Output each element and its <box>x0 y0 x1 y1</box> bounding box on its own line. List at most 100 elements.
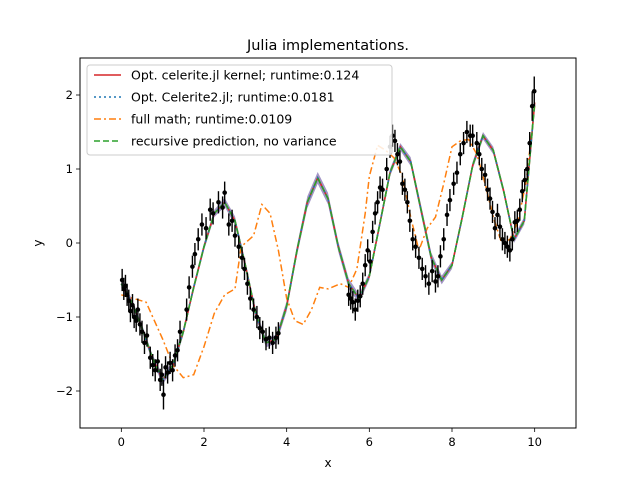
observation-point <box>135 307 141 312</box>
observation-point <box>507 248 513 253</box>
observation-point <box>426 281 432 287</box>
observation-point <box>155 359 161 364</box>
observation-point <box>131 314 137 320</box>
observation-point <box>485 187 490 193</box>
observation-point <box>348 296 354 301</box>
observation-point <box>479 166 485 172</box>
legend-label: recursive prediction, no variance <box>131 134 337 149</box>
observation-point <box>400 181 405 187</box>
observation-point <box>137 322 143 327</box>
chart-title: Julia implementations. <box>246 38 409 54</box>
observation-point <box>365 248 370 253</box>
y-tick-label: 0 <box>66 236 73 250</box>
observation-point <box>360 281 366 287</box>
x-tick-label: 0 <box>118 435 125 449</box>
observation-point <box>352 307 358 312</box>
observation-point <box>470 133 475 138</box>
observation-point <box>152 367 158 373</box>
y-tick-label: −2 <box>56 384 73 398</box>
observation-point <box>242 266 247 272</box>
x-tick-label: 2 <box>200 435 207 449</box>
observation-point <box>239 255 245 261</box>
observation-point <box>232 233 238 238</box>
observation-point <box>226 222 232 227</box>
observation-point <box>370 229 375 235</box>
observation-point <box>392 138 398 144</box>
observation-point <box>367 259 373 264</box>
observation-point <box>413 244 418 249</box>
observation-point <box>195 237 201 242</box>
observation-point <box>441 237 447 242</box>
observation-point <box>247 296 253 301</box>
observation-point <box>144 333 150 338</box>
observation-point <box>529 103 535 109</box>
observation-point <box>405 200 410 205</box>
observation-point <box>267 335 272 341</box>
observation-point <box>482 172 488 178</box>
y-tick-label: 2 <box>66 88 73 102</box>
observation-point <box>447 197 453 203</box>
x-tick-label: 8 <box>448 435 455 449</box>
observation-point <box>203 225 209 231</box>
observation-point <box>159 372 165 378</box>
observation-point <box>395 151 400 157</box>
observation-point <box>245 281 250 287</box>
observation-point <box>407 218 413 224</box>
observation-point <box>433 279 438 284</box>
observation-point <box>210 211 216 216</box>
observation-point <box>357 293 363 299</box>
observation-point <box>487 196 493 201</box>
observation-point <box>495 212 500 218</box>
observation-point <box>229 218 235 224</box>
observation-point <box>380 187 385 193</box>
observation-point <box>461 140 466 146</box>
observation-point <box>184 307 189 312</box>
observation-point <box>254 314 260 320</box>
observation-point <box>372 211 378 216</box>
observation-point <box>402 187 408 193</box>
observation-point <box>220 205 225 210</box>
observation-point <box>444 212 450 218</box>
observation-point <box>522 177 528 183</box>
observation-point <box>270 340 275 346</box>
plot-area <box>119 76 537 410</box>
observation-point <box>167 360 173 366</box>
observation-point <box>190 264 195 269</box>
legend: Opt. celerite.jl kernel; runtime:0.124 Op… <box>86 64 393 156</box>
observation-point <box>163 365 168 370</box>
observation-point <box>476 151 482 157</box>
observation-point <box>490 209 495 215</box>
observation-point <box>170 367 175 373</box>
y-tick-label: −1 <box>56 310 73 324</box>
x-tick-label: 4 <box>283 435 290 449</box>
observation-point <box>350 299 356 305</box>
observation-point <box>519 188 525 194</box>
observation-point <box>355 298 361 304</box>
observation-point <box>531 89 537 94</box>
observation-point <box>429 268 435 274</box>
observation-point <box>147 355 153 361</box>
observation-point <box>139 329 145 335</box>
observation-point <box>161 392 166 398</box>
observation-point <box>192 251 198 257</box>
observation-point <box>362 262 368 268</box>
observation-point <box>457 151 463 157</box>
observation-point <box>276 330 281 336</box>
y-tick-label: 1 <box>66 162 73 176</box>
observation-point <box>502 240 508 246</box>
legend-label: Opt. Celerite2.jl; runtime:0.0181 <box>131 90 335 105</box>
observation-point <box>251 307 256 312</box>
observation-point <box>273 335 279 341</box>
observation-point <box>257 325 263 331</box>
observation-point <box>464 129 470 135</box>
x-tick-label: 10 <box>527 435 542 449</box>
observation-point <box>423 274 428 279</box>
observation-point <box>505 244 510 249</box>
observation-point <box>497 224 503 230</box>
observation-point <box>527 140 533 146</box>
observation-point <box>492 225 498 231</box>
observation-point <box>236 244 242 249</box>
observation-point <box>416 255 422 261</box>
observation-point <box>517 207 523 212</box>
